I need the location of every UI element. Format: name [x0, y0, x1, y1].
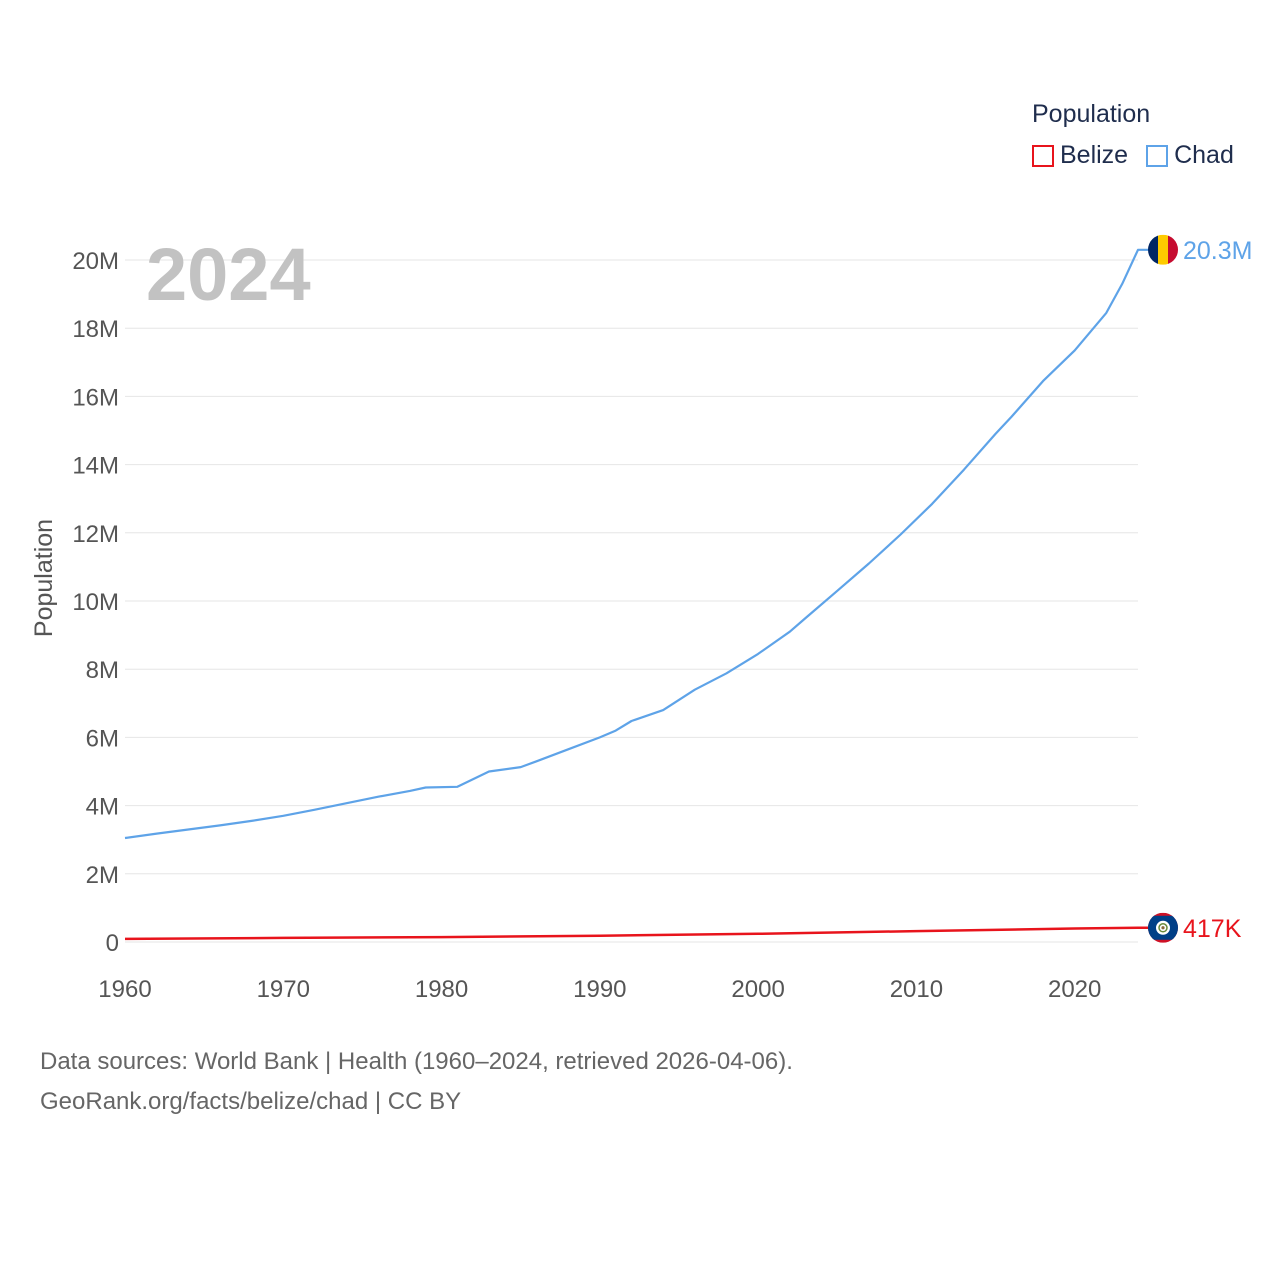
y-tick-label: 16M — [72, 384, 119, 411]
grid-lines — [125, 259, 1138, 943]
legend-label-chad: Chad — [1174, 141, 1234, 169]
series-end-markers: 20.3M 417K — [1148, 234, 1252, 943]
x-tick-label: 1980 — [415, 976, 468, 1003]
x-tick-label: 2000 — [731, 976, 784, 1003]
source-line-2: GeoRank.org/facts/belize/chad | CC BY — [40, 1088, 462, 1115]
x-tick-label: 1990 — [573, 976, 626, 1003]
x-axis-ticks: 1960 1970 1980 1990 2000 2010 2020 — [98, 976, 1101, 1003]
end-value-label-belize: 417K — [1183, 915, 1242, 943]
belize-flag-icon — [1148, 912, 1178, 943]
series-lines — [124, 248, 1163, 941]
legend-item-belize[interactable]: Belize — [1032, 141, 1128, 170]
source-line-1: Data sources: World Bank | Health (1960–… — [40, 1048, 793, 1075]
legend-swatch-chad — [1146, 144, 1169, 167]
x-tick-label: 1960 — [98, 976, 151, 1003]
y-tick-label: 2M — [86, 862, 119, 889]
year-label: 2024 — [146, 233, 311, 316]
legend-label-belize: Belize — [1060, 141, 1129, 169]
y-axis-ticks: 0 2M 4M 6M 8M 10M 12M 14M 16M 18M 20M — [72, 248, 119, 957]
legend-item-chad[interactable]: Chad — [1146, 141, 1234, 170]
y-tick-label: 20M — [72, 248, 119, 275]
series-line-belize — [124, 926, 1163, 941]
y-tick-label: 4M — [86, 794, 119, 821]
source-note: Data sources: World Bank | Health (1960–… — [40, 1042, 793, 1122]
series-line-chad — [124, 248, 1163, 840]
legend-swatch-belize — [1032, 144, 1054, 167]
y-tick-label: 18M — [72, 316, 119, 343]
y-tick-label: 8M — [86, 657, 119, 684]
y-tick-label: 10M — [72, 589, 119, 616]
y-tick-label: 0 — [106, 930, 119, 957]
x-tick-label: 1970 — [257, 976, 310, 1003]
y-tick-label: 12M — [72, 521, 119, 548]
x-tick-label: 2020 — [1048, 976, 1101, 1003]
y-axis-label: Population — [30, 519, 58, 637]
x-tick-label: 2010 — [890, 976, 943, 1003]
end-value-label-chad: 20.3M — [1183, 237, 1252, 265]
chad-flag-icon — [1148, 234, 1178, 265]
y-tick-label: 14M — [72, 453, 119, 480]
legend: Population Belize Chad — [1032, 100, 1234, 170]
legend-title: Population — [1032, 100, 1151, 128]
y-tick-label: 6M — [86, 725, 119, 752]
